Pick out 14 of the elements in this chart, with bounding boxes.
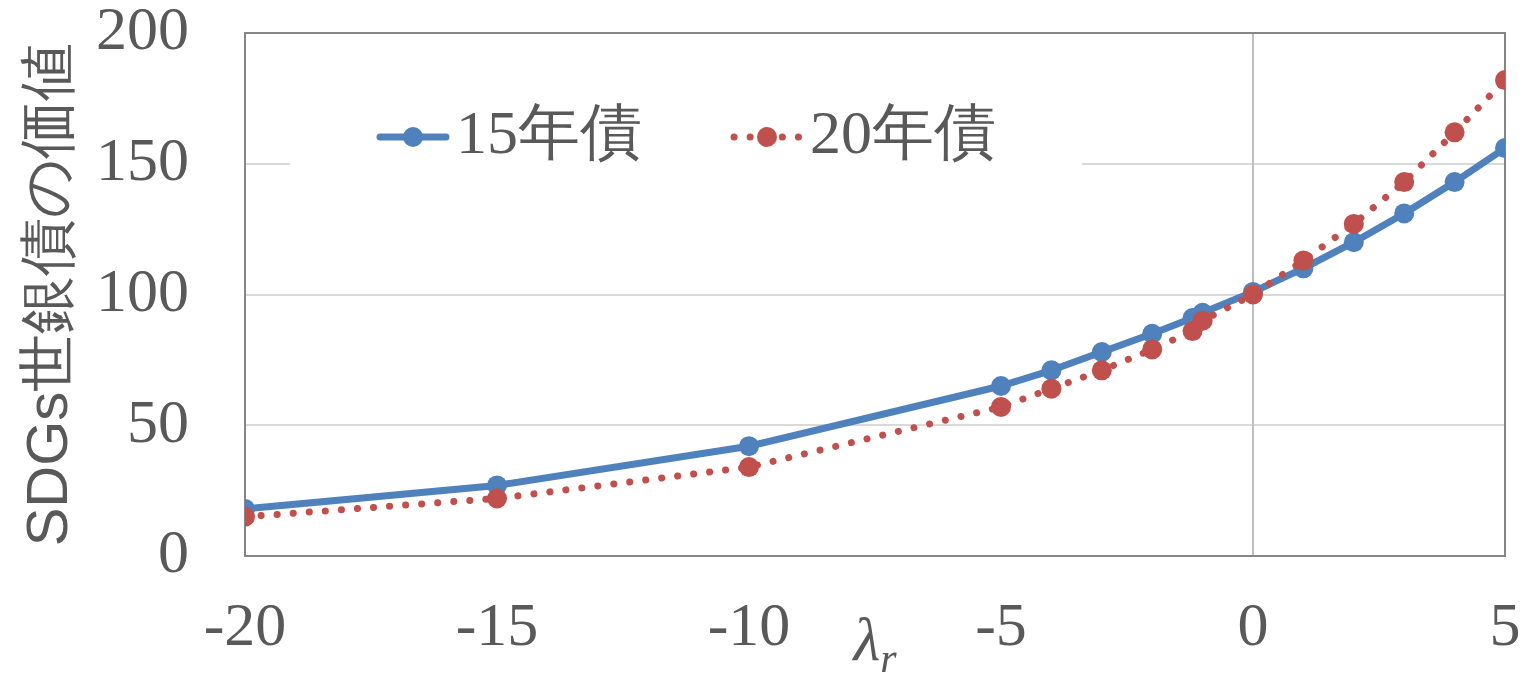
y-axis-title: SDGs世銀債の価値 [13, 42, 79, 547]
x-tick-label: -20 [203, 590, 287, 659]
legend-label: 15年債 [456, 98, 642, 167]
y-tick-label: 0 [158, 517, 189, 586]
x-tick-label: 0 [1237, 590, 1269, 659]
x-tick-label: 5 [1489, 590, 1521, 659]
x-tick-label: -15 [455, 590, 539, 659]
legend-label: 20年債 [810, 98, 996, 167]
y-tick-label: 50 [127, 386, 189, 455]
y-tick-label: 150 [96, 125, 189, 194]
y-tick-label: 100 [96, 255, 189, 324]
x-tick-label: -10 [707, 590, 791, 659]
y-tick-label: 200 [96, 0, 189, 63]
x-tick-label: -5 [975, 590, 1027, 659]
